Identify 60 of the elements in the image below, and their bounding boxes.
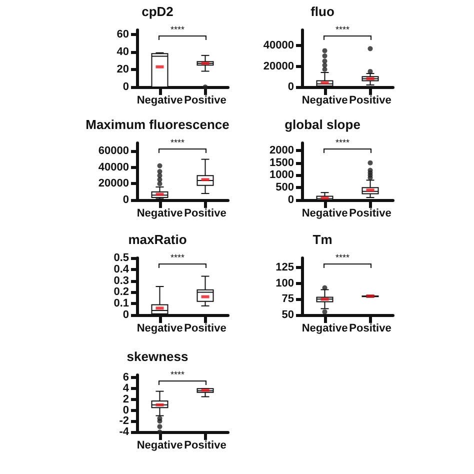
y-tick-label: 2000 — [270, 144, 294, 156]
x-tick-label: Positive — [349, 208, 392, 220]
y-tick-label: 0 — [122, 404, 129, 416]
y-tick-label: 60000 — [98, 145, 129, 158]
y-tick-label: 1000 — [270, 169, 294, 182]
y-tick-label: 1500 — [270, 156, 294, 169]
chart-title: global slope — [284, 117, 360, 132]
x-tick-label: Positive — [349, 322, 392, 334]
y-tick-label: 75 — [282, 293, 294, 306]
y-tick-label: 0 — [122, 309, 129, 321]
annotation: **** — [170, 24, 186, 34]
y-tick-label: 500 — [276, 182, 294, 194]
y-tick-label: 0.4 — [114, 263, 130, 276]
x-tick-label: Negative — [136, 440, 183, 452]
chart-title: cpD2 — [142, 4, 174, 19]
y-tick-label: 60 — [116, 28, 129, 40]
x-tick-label: Positive — [184, 440, 226, 452]
annotation: **** — [170, 138, 186, 148]
x-tick-label: Negative — [136, 94, 183, 106]
y-tick-label: 40000 — [263, 40, 294, 52]
chart-title: maxRatio — [128, 232, 187, 247]
y-tick-label: 40000 — [98, 161, 129, 174]
chart-title: Maximum fluorescence — [86, 117, 230, 132]
x-tick-label: Negative — [302, 322, 348, 334]
y-tick-label: 20000 — [263, 60, 294, 72]
chart-title: skewness — [126, 349, 188, 364]
annotation: **** — [170, 252, 186, 262]
y-tick-label: 20000 — [98, 178, 129, 190]
y-tick-label: 0.2 — [114, 286, 129, 298]
y-tick-label: 20 — [116, 63, 129, 76]
y-tick-label: 100 — [276, 277, 294, 290]
y-tick-label: 0 — [288, 81, 294, 93]
y-tick-label: 6 — [122, 372, 129, 384]
y-tick-label: 50 — [282, 309, 294, 321]
y-tick-label: 0 — [122, 81, 129, 93]
y-tick-label: 0.1 — [114, 298, 129, 310]
y-tick-label: 0.3 — [114, 274, 129, 287]
y-tick-label: 125 — [276, 262, 294, 274]
y-tick-label: 0 — [288, 194, 294, 206]
annotation: **** — [336, 252, 350, 262]
x-tick-label: Negative — [302, 208, 348, 220]
annotation: **** — [336, 24, 350, 34]
x-tick-label: Positive — [184, 94, 226, 106]
x-tick-label: Positive — [184, 322, 226, 334]
chart-title: fluo — [310, 4, 334, 19]
x-tick-label: Negative — [302, 94, 348, 106]
chart-title: Tm — [312, 232, 332, 247]
y-tick-label: 0.5 — [114, 252, 129, 264]
y-tick-label: 2 — [122, 393, 129, 406]
y-tick-label: 0 — [122, 194, 129, 206]
x-tick-label: Positive — [184, 208, 226, 220]
y-tick-label: 4 — [122, 382, 130, 395]
y-tick-label: -2 — [119, 415, 129, 428]
x-tick-label: Negative — [136, 208, 183, 220]
annotation: **** — [336, 138, 350, 148]
y-tick-label: -4 — [119, 426, 130, 438]
y-tick-label: 40 — [116, 46, 129, 58]
x-tick-label: Positive — [349, 94, 392, 106]
annotation: **** — [170, 370, 186, 380]
x-tick-label: Negative — [136, 322, 183, 334]
